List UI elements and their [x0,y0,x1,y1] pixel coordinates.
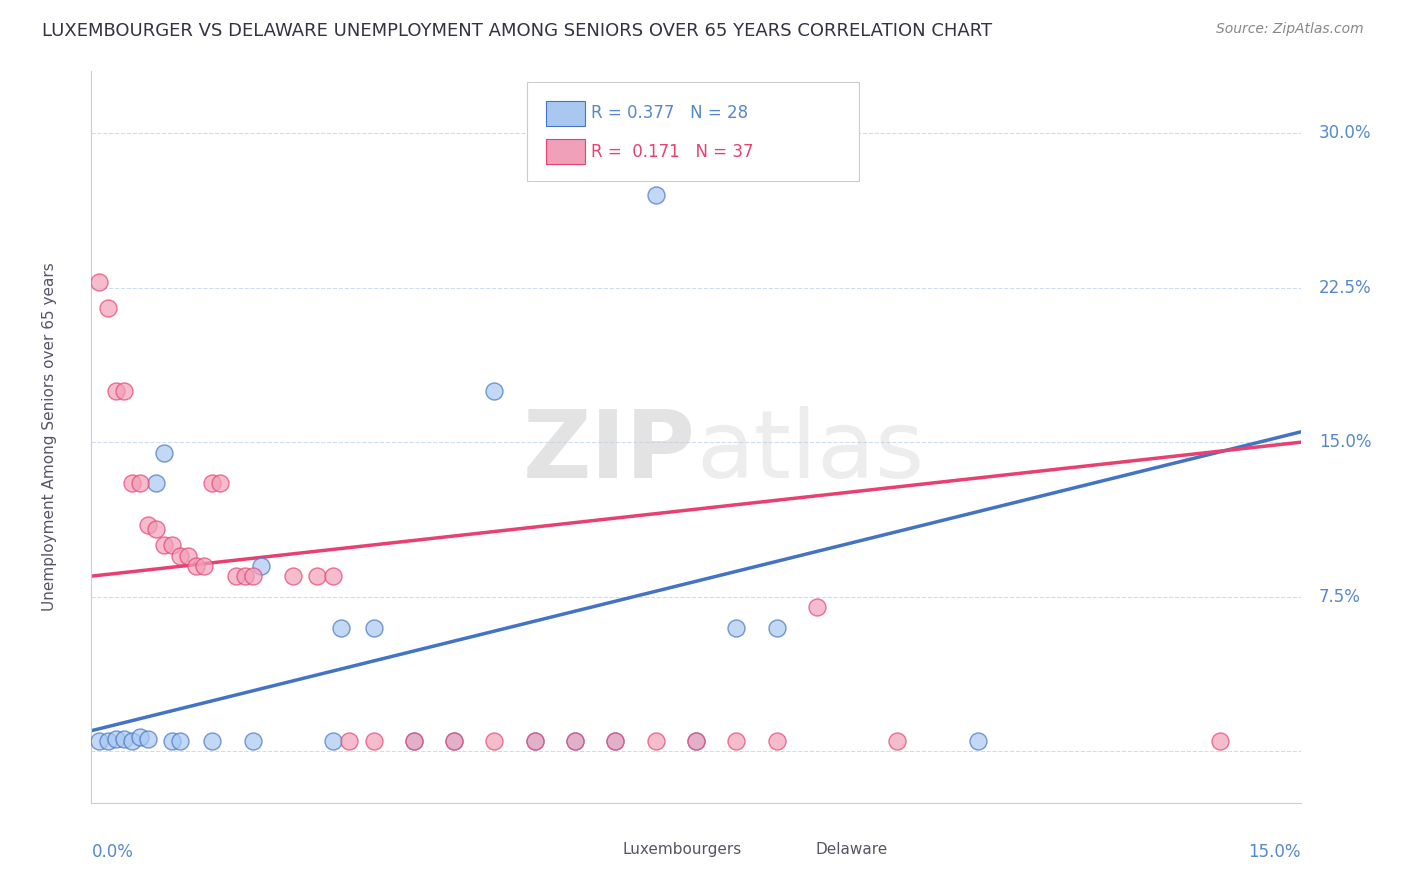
Point [523,734,546,748]
Point [443,734,465,748]
Point [685,734,707,748]
Text: 15.0%: 15.0% [1319,434,1371,451]
Point [402,734,425,748]
Point [177,549,200,563]
Point [233,569,256,583]
Point [160,734,183,748]
Point [443,734,465,748]
Point [806,600,828,615]
Point [725,621,748,635]
Point [564,734,586,748]
Point [153,538,176,552]
Point [201,734,224,748]
Point [225,569,247,583]
Text: Source: ZipAtlas.com: Source: ZipAtlas.com [1216,22,1364,37]
Point [967,734,990,748]
Point [249,558,271,573]
Text: 7.5%: 7.5% [1319,588,1361,606]
Text: 0.0%: 0.0% [91,843,134,861]
Point [886,734,908,748]
Point [186,558,208,573]
Text: ZIP: ZIP [523,406,696,498]
Point [322,734,344,748]
Text: Delaware: Delaware [815,842,889,857]
Text: 15.0%: 15.0% [1249,843,1301,861]
Point [121,734,143,748]
Point [89,734,111,748]
Text: atlas: atlas [696,406,924,498]
FancyBboxPatch shape [780,841,813,860]
Point [89,275,111,289]
FancyBboxPatch shape [546,139,585,164]
Point [160,538,183,552]
Text: 22.5%: 22.5% [1319,278,1371,297]
Point [330,621,353,635]
Point [242,569,264,583]
Point [104,384,127,398]
Point [201,476,224,491]
Point [685,734,707,748]
FancyBboxPatch shape [588,841,619,860]
Point [104,731,127,746]
Point [402,734,425,748]
Point [523,734,546,748]
Point [145,476,167,491]
Point [136,731,159,746]
Text: 30.0%: 30.0% [1319,124,1371,142]
Point [153,445,176,459]
Point [169,549,191,563]
Point [193,558,215,573]
Point [121,476,143,491]
Text: R = 0.377   N = 28: R = 0.377 N = 28 [591,104,748,122]
Point [128,476,150,491]
Point [96,301,118,316]
Point [725,734,748,748]
Text: R =  0.171   N = 37: R = 0.171 N = 37 [591,143,754,161]
Point [96,734,118,748]
Point [363,621,385,635]
Point [564,734,586,748]
Point [145,522,167,536]
Point [644,734,666,748]
Text: LUXEMBOURGER VS DELAWARE UNEMPLOYMENT AMONG SENIORS OVER 65 YEARS CORRELATION CH: LUXEMBOURGER VS DELAWARE UNEMPLOYMENT AM… [42,22,993,40]
Point [136,517,159,532]
Point [112,384,135,398]
Point [337,734,360,748]
Point [112,731,135,746]
Point [209,476,232,491]
Point [242,734,264,748]
Text: Unemployment Among Seniors over 65 years: Unemployment Among Seniors over 65 years [42,263,56,611]
Point [307,569,329,583]
Point [644,188,666,202]
Point [484,384,506,398]
Point [765,621,787,635]
Point [322,569,344,583]
Point [128,730,150,744]
Point [363,734,385,748]
Point [605,734,627,748]
FancyBboxPatch shape [546,102,585,127]
Point [605,734,627,748]
Text: Luxembourgers: Luxembourgers [623,842,741,857]
Point [765,734,787,748]
Point [169,734,191,748]
Point [484,734,506,748]
FancyBboxPatch shape [527,82,859,181]
Point [281,569,304,583]
Point [1209,734,1232,748]
